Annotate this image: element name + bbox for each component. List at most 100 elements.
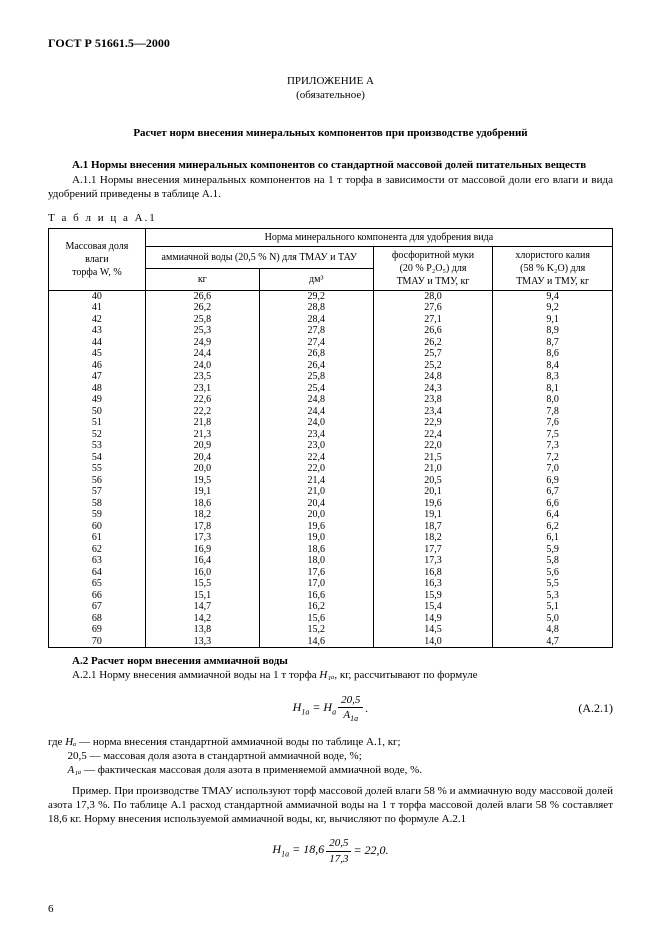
table-cell: 26,6 [373,325,493,337]
table-cell: 15,9 [373,590,493,602]
table-cell: 19,0 [259,532,373,544]
example-text: Пример. При производстве ТМАУ используют… [48,784,613,827]
table-cell: 6,4 [493,509,613,521]
table-row: 6714,716,215,45,1 [49,601,613,613]
table-row: 5121,824,022,97,6 [49,417,613,429]
table-cell: 29,2 [259,290,373,302]
a2-heading: А.2 Расчет норм внесения аммиачной воды [48,654,613,668]
table-cell: 16,0 [145,567,259,579]
table-cell: 15,6 [259,613,373,625]
table-cell: 63 [49,555,146,567]
table-row: 4126,228,827,69,2 [49,302,613,314]
table-cell: 20,4 [145,452,259,464]
table-cell: 20,0 [259,509,373,521]
table-cell: 27,8 [259,325,373,337]
table-cell: 70 [49,636,146,648]
table-cell: 15,5 [145,578,259,590]
table-cell: 5,5 [493,578,613,590]
table-cell: 67 [49,601,146,613]
table-cell: 14,7 [145,601,259,613]
table-cell: 28,4 [259,314,373,326]
th-kg: кг [145,268,259,290]
table-cell: 18,2 [145,509,259,521]
table-cell: 17,7 [373,544,493,556]
table-cell: 26,8 [259,348,373,360]
appendix-heading: ПРИЛОЖЕНИЕ А (обязательное) [48,74,613,103]
table-row: 6117,319,018,26,1 [49,532,613,544]
table-cell: 42 [49,314,146,326]
table-cell: 52 [49,429,146,441]
table-cell: 9,2 [493,302,613,314]
table-cell: 66 [49,590,146,602]
table-cell: 21,0 [373,463,493,475]
table-row: 5420,422,421,57,2 [49,452,613,464]
table-cell: 69 [49,624,146,636]
table-row: 5022,224,423,47,8 [49,406,613,418]
document-id: ГОСТ Р 51661.5—2000 [48,36,613,52]
table-cell: 14,0 [373,636,493,648]
table-row: 6615,116,615,95,3 [49,590,613,602]
table-cell: 6,6 [493,498,613,510]
table-cell: 23,4 [259,429,373,441]
table-row: 4026,629,228,09,4 [49,290,613,302]
table-cell: 19,1 [145,486,259,498]
table-row: 6416,017,616,85,6 [49,567,613,579]
table-row: 5520,022,021,07,0 [49,463,613,475]
table-cell: 14,5 [373,624,493,636]
table-cell: 6,2 [493,521,613,533]
table-cell: 17,3 [373,555,493,567]
table-cell: 46 [49,360,146,372]
table-cell: 14,9 [373,613,493,625]
table-cell: 18,6 [259,544,373,556]
table-cell: 16,2 [259,601,373,613]
table-cell: 25,7 [373,348,493,360]
table-cell: 22,4 [259,452,373,464]
table-cell: 23,5 [145,371,259,383]
th-kcl: хлористого калия (58 % K₂O) для ТМАУ и Т… [493,246,613,290]
table-cell: 7,5 [493,429,613,441]
table-cell: 20,1 [373,486,493,498]
table-cell: 8,4 [493,360,613,372]
appendix-line1: ПРИЛОЖЕНИЕ А [287,75,374,87]
table-cell: 22,4 [373,429,493,441]
table-row: 5320,923,022,07,3 [49,440,613,452]
table-cell: 23,4 [373,406,493,418]
table-cell: 20,0 [145,463,259,475]
page-number: 6 [48,902,54,916]
table-cell: 40 [49,290,146,302]
table-cell: 18,0 [259,555,373,567]
table-row: 5619,521,420,56,9 [49,475,613,487]
table-cell: 16,6 [259,590,373,602]
table-cell: 41 [49,302,146,314]
table-cell: 54 [49,452,146,464]
table-row: 6913,815,214,54,8 [49,624,613,636]
table-cell: 7,0 [493,463,613,475]
table-cell: 28,8 [259,302,373,314]
table-row: 6814,215,614,95,0 [49,613,613,625]
table-cell: 62 [49,544,146,556]
table-row: 7013,314,614,04,7 [49,636,613,648]
table-cell: 14,2 [145,613,259,625]
table-cell: 26,6 [145,290,259,302]
table-cell: 22,6 [145,394,259,406]
a1-paragraph: А.1.1 Нормы внесения минеральных компоне… [48,173,613,202]
table-cell: 5,3 [493,590,613,602]
table-row: 6515,517,016,35,5 [49,578,613,590]
table-cell: 19,6 [259,521,373,533]
table-cell: 18,7 [373,521,493,533]
table-cell: 24,0 [145,360,259,372]
table-cell: 16,4 [145,555,259,567]
table-cell: 21,5 [373,452,493,464]
table-cell: 44 [49,337,146,349]
table-cell: 15,2 [259,624,373,636]
table-row: 4325,327,826,68,9 [49,325,613,337]
table-cell: 6,7 [493,486,613,498]
table-cell: 24,4 [259,406,373,418]
table-cell: 61 [49,532,146,544]
table-row: 6017,819,618,76,2 [49,521,613,533]
table-cell: 45 [49,348,146,360]
table-cell: 5,1 [493,601,613,613]
table-cell: 16,8 [373,567,493,579]
table-cell: 5,0 [493,613,613,625]
table-row: 6316,418,017,35,8 [49,555,613,567]
